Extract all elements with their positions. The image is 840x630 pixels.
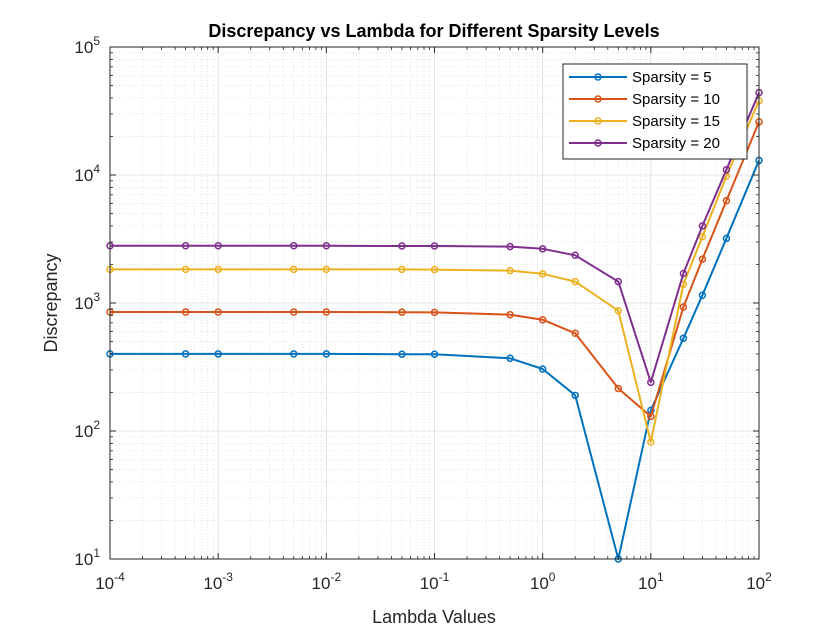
x-tick-label: 100: [530, 570, 556, 593]
legend-marker: [594, 139, 602, 147]
legend-marker: [594, 95, 602, 103]
series-line: [110, 92, 760, 384]
data-point: [430, 265, 439, 274]
x-tick-label: 10-4: [95, 570, 125, 593]
data-point: [506, 266, 514, 275]
legend-item[interactable]: Sparsity = 20: [569, 135, 720, 152]
data-point: [506, 310, 514, 319]
data-point: [679, 269, 688, 278]
data-point: [538, 270, 547, 278]
data-point: [647, 412, 655, 421]
y-tick-label: 105: [74, 34, 100, 57]
data-point: [538, 365, 547, 373]
data-point: [214, 350, 222, 358]
data-point: [214, 265, 222, 274]
x-tick-label: 101: [638, 570, 664, 593]
data-point: [181, 350, 190, 358]
data-point: [398, 350, 406, 358]
data-point: [214, 308, 222, 316]
data-point: [290, 308, 298, 316]
data-point: [290, 265, 298, 274]
y-axis-label: Discrepancy: [41, 253, 61, 352]
y-tick-label: 102: [74, 418, 100, 441]
data-point: [322, 265, 331, 274]
y-tick-label: 101: [74, 546, 100, 569]
data-point: [647, 438, 655, 446]
legend-marker: [594, 73, 602, 81]
data-point: [398, 242, 406, 250]
data-point: [290, 242, 298, 250]
legend-label: Sparsity = 15: [632, 113, 720, 130]
data-point: [322, 350, 331, 358]
data-point: [214, 242, 222, 250]
data-point: [614, 384, 623, 393]
y-tick-labels: 101 102 103 104 105: [74, 34, 100, 569]
data-point: [614, 306, 623, 315]
data-point: [290, 350, 298, 358]
data-point: [181, 308, 190, 316]
data-point: [698, 255, 707, 263]
x-tick-label: 102: [746, 570, 772, 593]
x-tick-label: 10-3: [203, 570, 233, 593]
data-point: [698, 222, 707, 230]
legend[interactable]: Sparsity = 5 Sparsity = 10 Sparsity = 15 Sp…: [562, 63, 748, 160]
data-point: [398, 308, 406, 316]
data-point: [722, 234, 731, 243]
series-line: [110, 160, 760, 560]
legend-label: Sparsity = 20: [632, 135, 720, 152]
data-point: [181, 265, 190, 274]
data-point: [538, 315, 547, 324]
legend-item[interactable]: Sparsity = 10: [569, 91, 720, 108]
data-point: [679, 303, 688, 311]
x-axis-label: Lambda Values: [372, 607, 496, 627]
data-point: [322, 308, 331, 316]
data-point: [430, 308, 439, 317]
data-point: [538, 245, 547, 253]
data-point: [430, 350, 439, 358]
legend-item[interactable]: Sparsity = 5: [569, 69, 712, 86]
x-tick-label: 10-2: [312, 570, 342, 593]
chart-title: Discrepancy vs Lambda for Different Spar…: [208, 21, 659, 41]
legend-label: Sparsity = 10: [632, 91, 720, 108]
data-point: [722, 165, 731, 174]
series-line: [110, 121, 760, 418]
data-point: [506, 354, 514, 363]
data-point: [722, 196, 731, 205]
data-point: [506, 242, 514, 251]
data-point: [614, 277, 623, 286]
data-point: [430, 242, 439, 250]
data-point: [698, 291, 707, 299]
data-point: [571, 251, 579, 260]
data-point: [679, 334, 688, 343]
series-2: [106, 118, 763, 421]
y-tick-label: 104: [74, 162, 100, 185]
data-point: [571, 329, 579, 338]
data-point: [181, 242, 190, 250]
data-point: [398, 265, 406, 274]
tick-marks: [109, 46, 760, 560]
legend-label: Sparsity = 5: [632, 69, 712, 86]
legend-item[interactable]: Sparsity = 15: [569, 113, 720, 130]
legend-marker: [594, 117, 602, 125]
x-tick-label: 10-1: [420, 570, 450, 593]
data-point: [647, 378, 655, 387]
data-point: [698, 232, 707, 241]
data-point: [571, 391, 579, 400]
series-line: [110, 100, 760, 443]
data-point: [571, 277, 579, 286]
y-tick-label: 103: [74, 290, 100, 313]
x-tick-labels: 10-4 10-3 10-2 10-1 100 101 102: [95, 570, 772, 593]
data-point: [322, 242, 331, 250]
